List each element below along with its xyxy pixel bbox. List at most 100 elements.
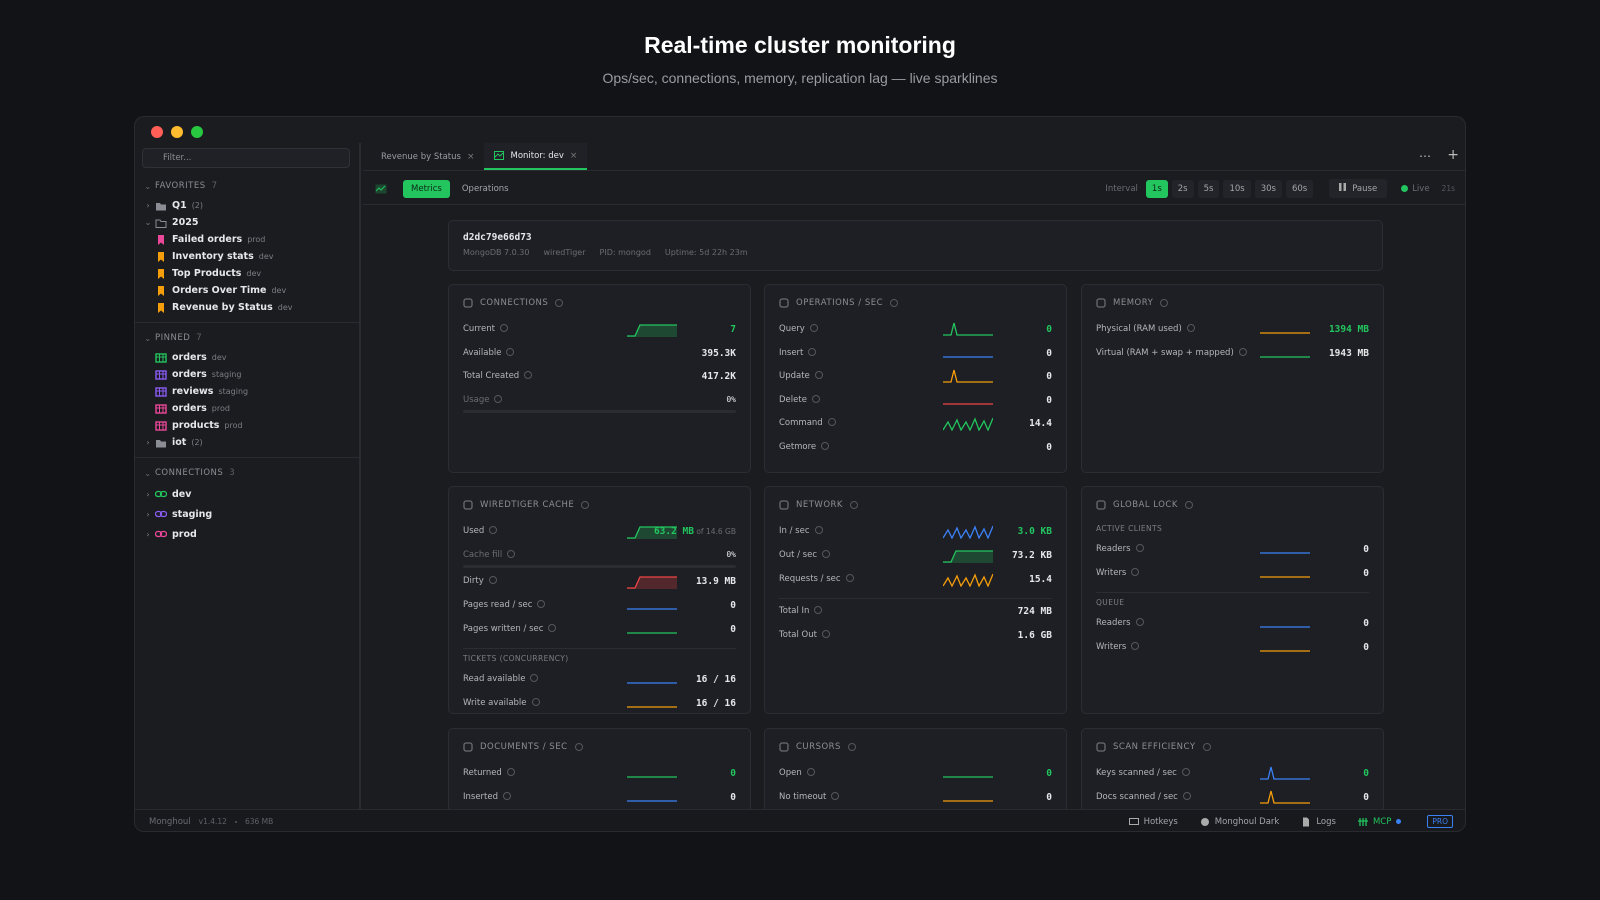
metric-label: Physical (RAM used) bbox=[1096, 324, 1195, 334]
metric-row: Total Created 417.2K bbox=[463, 368, 736, 388]
section-header[interactable]: ⌄ FAVORITES 7 bbox=[135, 175, 359, 197]
metric-row: Keys scanned / sec 0 bbox=[1096, 765, 1369, 785]
section-header[interactable]: ⌄ PINNED 7 bbox=[135, 327, 359, 349]
new-tab-button[interactable]: + bbox=[1447, 147, 1459, 163]
metric-value: 724 MB bbox=[1017, 606, 1052, 617]
item-meta: dev bbox=[258, 252, 274, 261]
zoom-button[interactable] bbox=[191, 126, 203, 138]
metric-label: Pages read / sec bbox=[463, 600, 546, 610]
info-icon bbox=[506, 768, 515, 776]
tree-item[interactable]: ⌄ 2025 bbox=[135, 214, 359, 231]
metric-value: 14.4 bbox=[1029, 418, 1052, 429]
card-title: DOCUMENTS / SEC bbox=[463, 742, 583, 752]
section-arrow: ⌄ bbox=[144, 333, 152, 343]
tab-close[interactable]: × bbox=[569, 150, 578, 161]
metric-label: Open bbox=[779, 768, 815, 778]
item-name: Top Products bbox=[172, 268, 242, 279]
tree-item[interactable]: › iot (2) bbox=[135, 434, 359, 451]
card-title-text: NETWORK bbox=[796, 500, 843, 510]
memory-usage: 636 MB bbox=[244, 817, 274, 826]
metric-label: Insert bbox=[779, 347, 817, 358]
metric-row: Inserted 0 bbox=[463, 789, 736, 809]
metric-row: Cache fill 0% bbox=[463, 547, 736, 568]
tree-item[interactable]: Failed orders prod bbox=[135, 231, 359, 248]
more-button[interactable]: ⋯ bbox=[1419, 149, 1431, 163]
item-icon bbox=[155, 490, 167, 498]
minimize-button[interactable] bbox=[171, 126, 183, 138]
metric-label: No timeout bbox=[779, 791, 840, 802]
tree-item[interactable]: Orders Over Time dev bbox=[135, 282, 359, 299]
info-icon bbox=[850, 501, 858, 509]
metric-label: Usage bbox=[463, 394, 503, 405]
item-name: Q1 bbox=[172, 200, 187, 211]
status-item[interactable]: Hotkeys bbox=[1128, 817, 1178, 827]
info-icon bbox=[811, 394, 820, 403]
plan-badge[interactable]: PRO bbox=[1427, 815, 1453, 828]
tree-item[interactable]: Revenue by Status dev bbox=[135, 299, 359, 316]
view-button[interactable]: Metrics bbox=[403, 179, 450, 198]
card-title: OPERATIONS / SEC bbox=[779, 298, 899, 308]
tree-item[interactable]: › dev bbox=[135, 484, 359, 504]
interval-button[interactable]: 2s bbox=[1171, 179, 1194, 198]
section-header[interactable]: ⌄ CONNECTIONS 3 bbox=[135, 462, 359, 484]
metric-card: MEMORY Physical (RAM used) 1394 MB Virtual … bbox=[1081, 284, 1384, 473]
app-version: v1.4.12 bbox=[198, 817, 227, 826]
status-label: Monghoul Dark bbox=[1214, 816, 1280, 827]
interval-button[interactable]: 5s bbox=[1197, 179, 1220, 198]
info-icon bbox=[488, 576, 497, 584]
tree-item[interactable]: products prod bbox=[135, 417, 359, 434]
metric-label: Keys scanned / sec bbox=[1096, 768, 1190, 778]
info-icon bbox=[574, 743, 583, 751]
status-item[interactable]: Monghoul Dark bbox=[1200, 816, 1280, 827]
status-item[interactable]: MCP bbox=[1357, 817, 1402, 827]
item-name: orders bbox=[172, 352, 207, 363]
metric-row: Total In 724 MB bbox=[779, 603, 1052, 623]
tree-item[interactable]: orders dev bbox=[135, 349, 359, 366]
metric-row: Dirty 13.9 MB bbox=[463, 573, 736, 593]
status-item[interactable]: Logs bbox=[1301, 817, 1336, 827]
item-icon bbox=[158, 234, 164, 245]
tab-close[interactable]: × bbox=[466, 151, 475, 162]
metric-value: 73.2 KB bbox=[1011, 550, 1052, 561]
metric-label: Write available bbox=[463, 698, 540, 708]
interval-button[interactable]: 60s bbox=[1285, 179, 1314, 198]
pause-button[interactable]: Pause bbox=[1329, 179, 1388, 198]
view-button[interactable]: Operations bbox=[461, 183, 509, 194]
metric-row: Used 63.2 MB of 14.6 GB bbox=[463, 523, 736, 543]
metric-row: Virtual (RAM + swap + mapped) 1943 MB bbox=[1096, 345, 1369, 365]
tree-item[interactable]: Inventory stats dev bbox=[135, 248, 359, 265]
tree-item[interactable]: › prod bbox=[135, 524, 359, 544]
interval-label: Interval bbox=[1105, 183, 1138, 194]
metric-value: 0 bbox=[1046, 791, 1052, 803]
item-meta: prod bbox=[247, 235, 266, 244]
metric-card: GLOBAL LOCK ACTIVE CLIENTS Readers 0 Writers… bbox=[1081, 486, 1384, 714]
metric-value: 395.3K bbox=[701, 347, 736, 359]
live-dot bbox=[1401, 185, 1409, 192]
filter-input[interactable]: Filter... bbox=[142, 148, 350, 168]
metric-label: Returned bbox=[463, 768, 515, 778]
metric-card: WIREDTIGER CACHE Used 63.2 MB of 14.6 GB Cac… bbox=[448, 486, 751, 714]
tree-item[interactable]: › Q1 (2) bbox=[135, 197, 359, 214]
item-name: orders bbox=[172, 403, 207, 414]
card-icon bbox=[1096, 500, 1106, 510]
tree-item[interactable]: Top Products dev bbox=[135, 265, 359, 282]
interval-button[interactable]: 10s bbox=[1223, 179, 1251, 198]
interval-button[interactable]: 30s bbox=[1254, 179, 1282, 198]
tree-item[interactable]: orders prod bbox=[135, 400, 359, 417]
info-icon bbox=[821, 441, 830, 450]
tab[interactable]: Monitor: dev × bbox=[484, 143, 588, 170]
tree-arrow: › bbox=[146, 509, 150, 519]
section-label: CONNECTIONS bbox=[155, 468, 224, 478]
card-icon bbox=[779, 500, 789, 510]
tree-item[interactable]: › staging bbox=[135, 504, 359, 524]
tree-item[interactable]: reviews staging bbox=[135, 383, 359, 400]
card-icon bbox=[1096, 298, 1106, 308]
interval-button[interactable]: 1s bbox=[1145, 179, 1168, 198]
card-title-text: CONNECTIONS bbox=[480, 298, 549, 308]
item-icon bbox=[158, 251, 164, 262]
tree-arrow: › bbox=[146, 201, 150, 210]
tab[interactable]: Revenue by Status × bbox=[371, 143, 484, 170]
metric-value: 1394 MB bbox=[1328, 324, 1369, 335]
close-button[interactable] bbox=[151, 126, 163, 138]
tree-item[interactable]: orders staging bbox=[135, 366, 359, 383]
